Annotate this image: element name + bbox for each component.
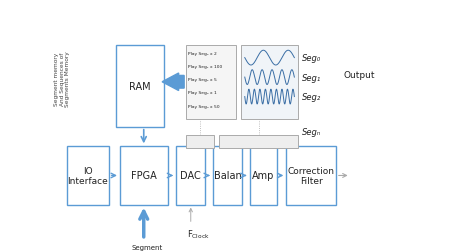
Text: Play Seg₂ x 5: Play Seg₂ x 5 [188, 78, 217, 82]
Text: Segment
and Sequence
Address and
Triggers: Segment and Sequence Address and Trigger… [123, 244, 172, 252]
FancyBboxPatch shape [241, 46, 298, 119]
Text: Play Seg₀ x 2: Play Seg₀ x 2 [188, 51, 217, 55]
FancyBboxPatch shape [186, 46, 236, 119]
Text: RAM: RAM [129, 82, 151, 91]
FancyBboxPatch shape [66, 147, 109, 205]
Text: $\mathregular{F_{Clock}}$: $\mathregular{F_{Clock}}$ [187, 227, 210, 240]
Text: Segₙ: Segₙ [301, 128, 321, 137]
FancyBboxPatch shape [219, 135, 298, 149]
Text: FPGA: FPGA [131, 171, 156, 181]
Text: Balan: Balan [214, 171, 241, 181]
Text: Play Seg₃ x 1: Play Seg₃ x 1 [188, 91, 217, 95]
FancyArrow shape [162, 74, 184, 91]
Text: Correction
Filter: Correction Filter [288, 166, 335, 185]
Text: DAC: DAC [181, 171, 201, 181]
Text: Seg₂: Seg₂ [301, 93, 321, 102]
Text: Seg₁: Seg₁ [301, 73, 321, 82]
FancyBboxPatch shape [176, 147, 205, 205]
Text: Play Seg₁ x 100: Play Seg₁ x 100 [188, 65, 222, 69]
Text: Play Seg₄ x 50: Play Seg₄ x 50 [188, 104, 219, 108]
Text: Output: Output [344, 70, 375, 79]
FancyBboxPatch shape [286, 147, 336, 205]
Text: Seg₀: Seg₀ [301, 54, 321, 63]
FancyBboxPatch shape [186, 135, 213, 149]
Text: Segment memory
And Sequences of
Segments Memory: Segment memory And Sequences of Segments… [54, 51, 71, 107]
Text: Amp: Amp [252, 171, 274, 181]
FancyBboxPatch shape [120, 147, 168, 205]
Text: IO
Interface: IO Interface [67, 166, 108, 185]
FancyBboxPatch shape [249, 147, 277, 205]
FancyBboxPatch shape [213, 147, 242, 205]
FancyBboxPatch shape [116, 46, 164, 127]
